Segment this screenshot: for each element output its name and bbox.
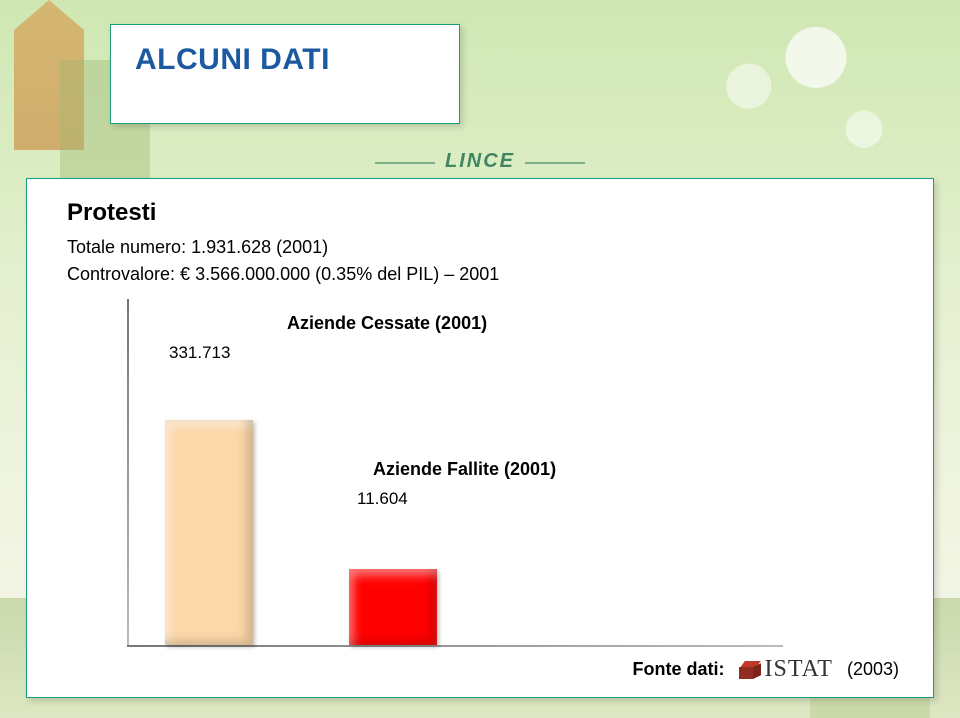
chart-bar: [165, 420, 253, 645]
istat-logo: ISTAT: [739, 656, 833, 683]
lince-logo-text: LINCE: [445, 150, 515, 173]
chart-x-axis: [127, 645, 783, 647]
slide-title: ALCUNI DATI: [135, 43, 435, 77]
fonte-year: (2003): [847, 659, 899, 680]
chart-bar-title: Aziende Cessate (2001): [287, 313, 487, 334]
data-source-row: Fonte dati: ISTAT (2003): [633, 656, 899, 683]
fonte-label: Fonte dati:: [633, 659, 725, 680]
protesti-total-line: Totale numero: 1.931.628 (2001): [67, 237, 903, 258]
istat-text: ISTAT: [765, 656, 833, 683]
chart-y-axis: [127, 299, 129, 647]
title-card: ALCUNI DATI: [110, 24, 460, 124]
chart-bar-value: 331.713: [169, 343, 230, 363]
chart-bar-title: Aziende Fallite (2001): [373, 459, 556, 480]
protesti-controvalore-line: Controvalore: € 3.566.000.000 (0.35% del…: [67, 264, 903, 285]
chart-bar: [349, 569, 437, 645]
bar-chart: Aziende Cessate (2001) 331.713 Aziende Fal…: [87, 299, 873, 647]
content-panel: Protesti Totale numero: 1.931.628 (2001)…: [26, 178, 934, 698]
protesti-heading: Protesti: [67, 199, 903, 227]
chart-bar-value: 11.604: [357, 489, 408, 509]
istat-cube-icon: [739, 661, 761, 679]
